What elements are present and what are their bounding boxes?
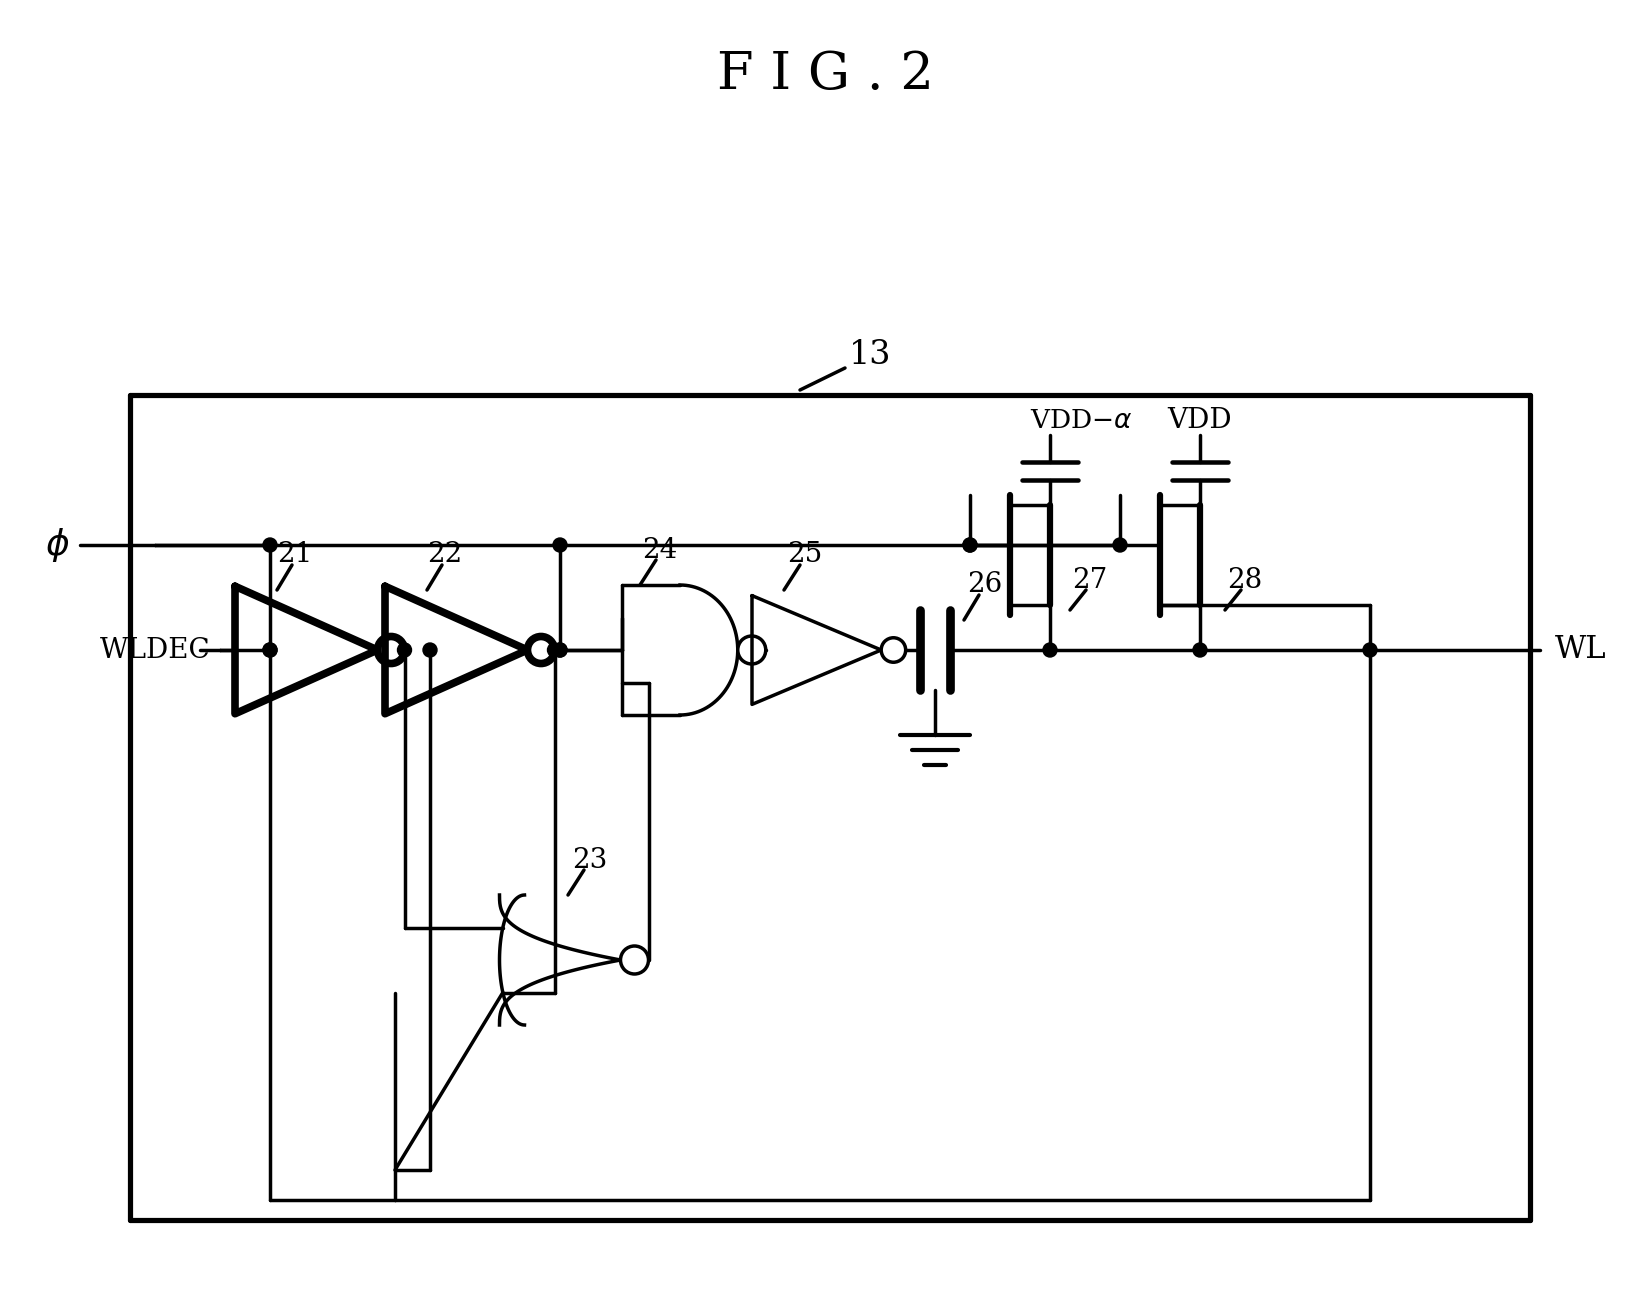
Circle shape: [1363, 644, 1378, 657]
Text: F I G . 2: F I G . 2: [716, 50, 934, 100]
Text: 21: 21: [277, 541, 314, 569]
Text: 13: 13: [848, 340, 891, 371]
Text: 23: 23: [573, 846, 607, 874]
Circle shape: [1043, 644, 1058, 657]
Circle shape: [262, 644, 277, 657]
Circle shape: [398, 644, 411, 657]
Text: 26: 26: [967, 571, 1003, 599]
Text: $\phi$: $\phi$: [45, 526, 69, 565]
Circle shape: [553, 538, 568, 551]
Text: WLDEC: WLDEC: [101, 637, 211, 663]
Circle shape: [1193, 644, 1208, 657]
Circle shape: [620, 946, 648, 974]
Text: 22: 22: [427, 541, 462, 569]
Text: WL: WL: [1554, 634, 1607, 666]
Circle shape: [262, 644, 277, 657]
Circle shape: [422, 644, 437, 657]
Circle shape: [964, 538, 977, 551]
Text: VDD: VDD: [1168, 407, 1233, 433]
Circle shape: [553, 644, 568, 657]
Text: VDD$-\alpha$: VDD$-\alpha$: [1030, 408, 1132, 433]
Circle shape: [881, 638, 906, 662]
Circle shape: [548, 644, 561, 657]
Circle shape: [553, 644, 568, 657]
Text: 27: 27: [1072, 566, 1107, 594]
Circle shape: [964, 538, 977, 551]
Circle shape: [262, 538, 277, 551]
Text: 28: 28: [1228, 566, 1262, 594]
Circle shape: [1114, 538, 1127, 551]
Text: 24: 24: [642, 537, 678, 563]
Circle shape: [738, 636, 766, 665]
Circle shape: [528, 637, 554, 663]
Text: 25: 25: [787, 541, 823, 569]
Circle shape: [378, 637, 404, 663]
